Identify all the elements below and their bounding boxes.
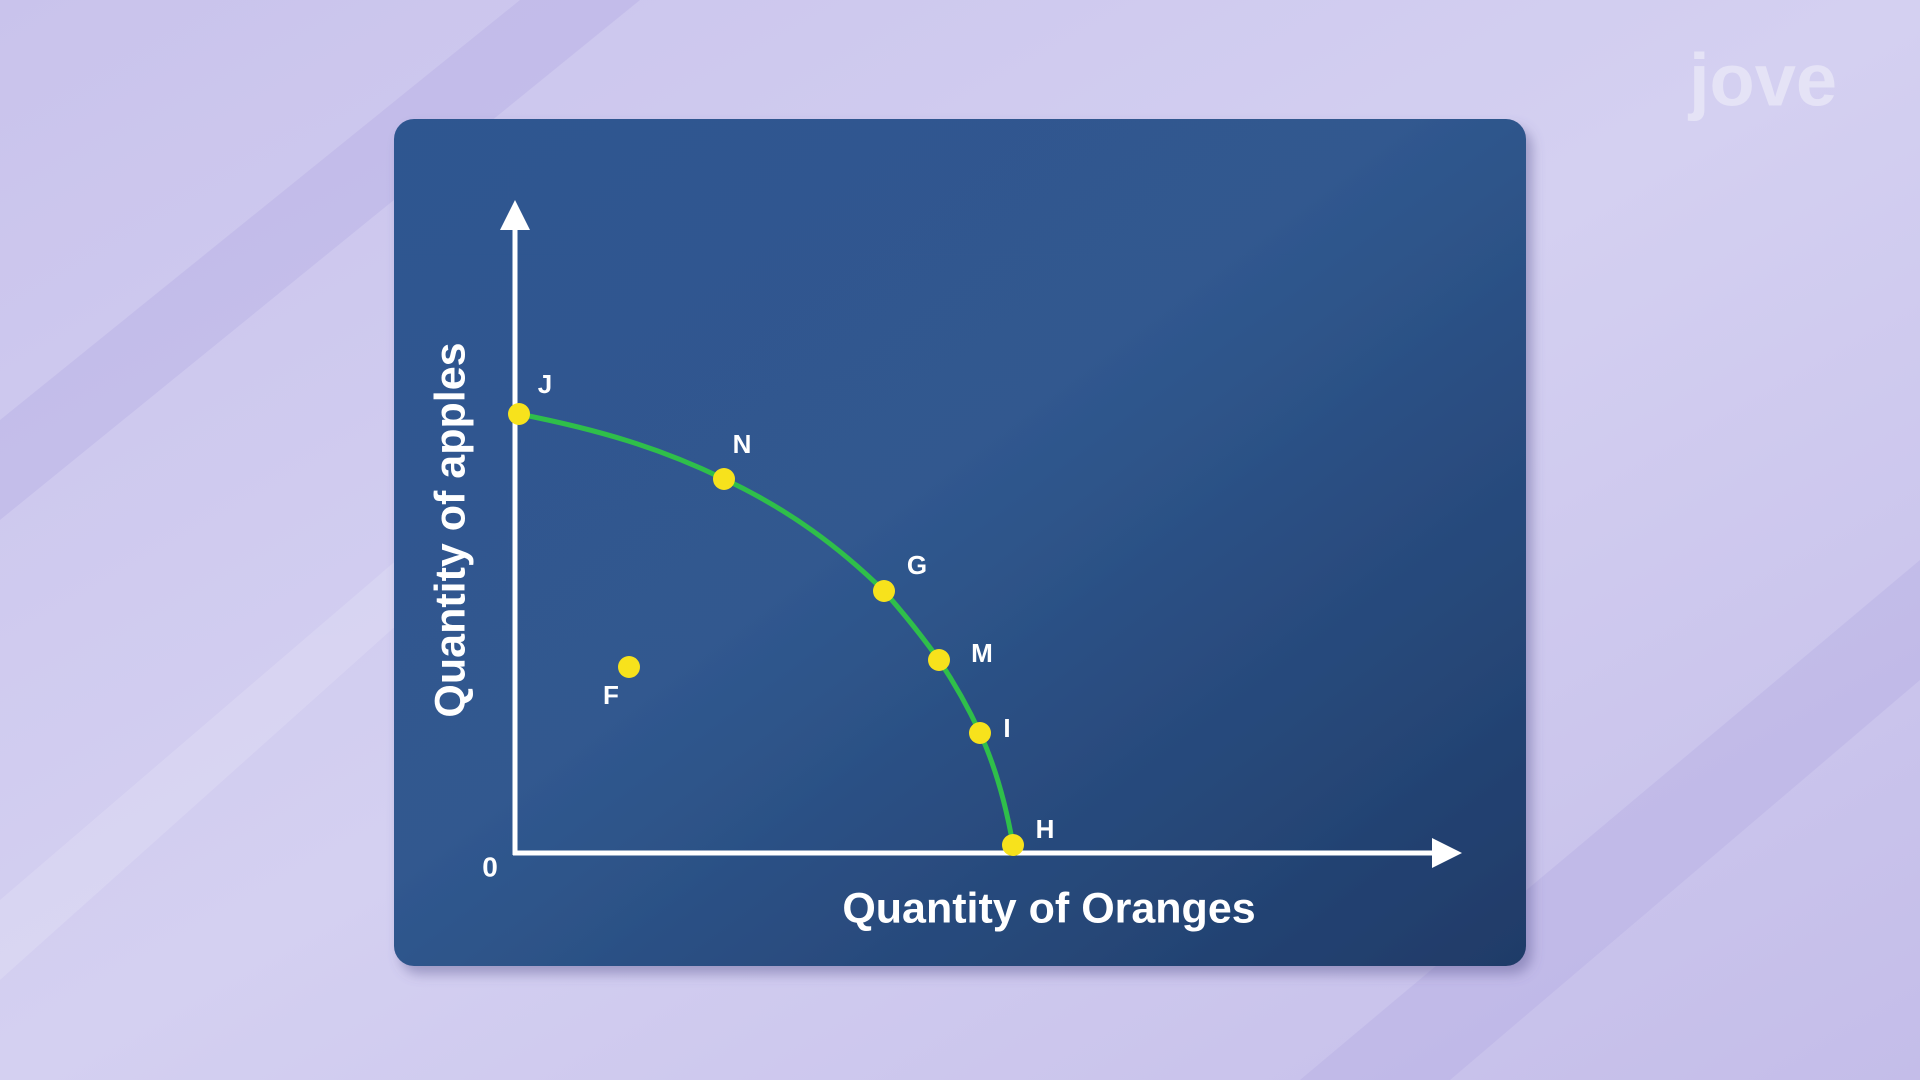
point-label: F <box>603 680 619 710</box>
point-label: M <box>971 638 993 668</box>
point <box>969 722 991 744</box>
x-arrow <box>1432 838 1462 868</box>
point <box>928 649 950 671</box>
point <box>713 468 735 490</box>
point-label: I <box>1003 713 1010 743</box>
point <box>618 656 640 678</box>
point <box>508 403 530 425</box>
y-axis-label: Quantity of apples <box>426 342 474 717</box>
points <box>508 403 1024 856</box>
point <box>1002 834 1024 856</box>
point-label: G <box>907 550 927 580</box>
origin-label: 0 <box>482 851 498 882</box>
axes <box>512 220 1436 856</box>
point-labels: J N G M I H F <box>538 369 1055 844</box>
point-label: N <box>733 429 752 459</box>
logo: jove <box>1687 39 1837 122</box>
y-arrow <box>500 200 530 230</box>
point <box>873 580 895 602</box>
point-label: J <box>538 369 552 399</box>
x-axis-label: Quantity of Oranges <box>842 884 1255 932</box>
chart-card <box>394 119 1526 966</box>
point-label: H <box>1036 814 1055 844</box>
